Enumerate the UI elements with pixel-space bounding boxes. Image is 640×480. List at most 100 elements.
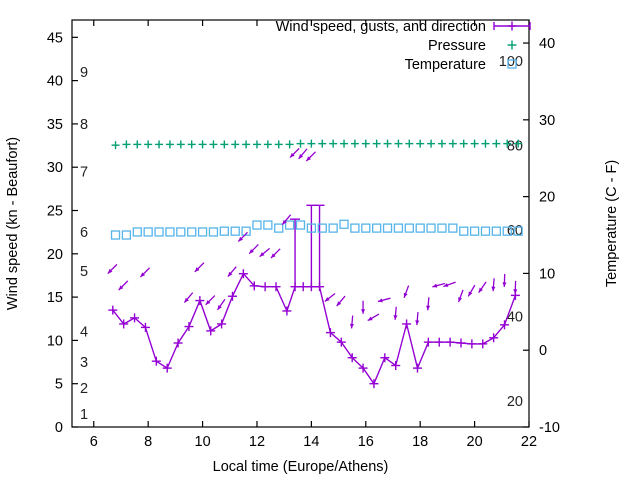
y2-tick-label: 40 <box>539 36 555 52</box>
x-tick-label: 22 <box>521 434 537 450</box>
temperature-marker <box>459 226 469 236</box>
wind-direction-arrow-head <box>432 283 438 288</box>
y-axis-title: Wind speed (kn - Beaufort) <box>5 137 21 310</box>
y-tick-label: 45 <box>47 30 63 46</box>
temperature-marker <box>426 223 436 233</box>
temperature-marker <box>393 223 404 233</box>
wind-direction-arrow-head <box>491 286 496 292</box>
temperature-marker <box>469 226 480 236</box>
temperature-marker <box>491 226 502 236</box>
temperature-marker <box>252 220 262 230</box>
temperature-marker <box>502 226 512 236</box>
wind-direction-arrow-head <box>361 309 366 314</box>
y2-tick-label: 30 <box>539 113 555 129</box>
temperature-marker <box>263 220 273 230</box>
y-tick-label: 20 <box>47 247 63 263</box>
wind-direction-arrow-head <box>140 272 146 278</box>
x-tick-label: 16 <box>358 434 374 450</box>
temperature-marker <box>513 226 523 236</box>
fahrenheit-label: 20 <box>507 394 523 410</box>
temperature-marker <box>480 226 491 236</box>
temperature-marker <box>361 223 371 233</box>
wind-direction-arrow-head <box>290 152 295 158</box>
wind-direction-arrow-head <box>107 268 113 274</box>
y2-tick-label: 0 <box>539 343 547 359</box>
wind-direction-arrow-head <box>194 267 200 272</box>
wind-speed-line <box>112 272 517 386</box>
y-tick-label: 30 <box>47 160 63 176</box>
temperature-marker <box>350 223 360 233</box>
fahrenheit-label: 60 <box>507 223 523 239</box>
legend-label-pressure: Pressure <box>428 38 486 54</box>
temperature-marker <box>295 220 306 230</box>
beaufort-label: 9 <box>80 65 88 81</box>
temperature-marker <box>415 223 425 233</box>
temperature-marker <box>176 227 186 237</box>
legend-label-temperature: Temperature <box>405 57 486 73</box>
temperature-marker <box>448 223 458 233</box>
x-tick-label: 14 <box>303 434 319 450</box>
y-tick-label: 35 <box>47 117 63 133</box>
y-tick-label: 0 <box>55 420 63 436</box>
x-tick-label: 20 <box>467 434 483 450</box>
wind-direction-arrow-head <box>282 219 287 225</box>
wind-direction-arrow-head <box>298 154 304 159</box>
y2-tick-label: -10 <box>539 420 560 436</box>
wind-direction-arrow-head <box>184 297 189 303</box>
y2-tick-label: 20 <box>539 190 555 206</box>
beaufort-label: 1 <box>80 407 88 423</box>
temperature-marker <box>241 226 251 236</box>
wind-direction-arrow-head <box>377 298 383 303</box>
wind-direction-arrow-head <box>502 282 507 287</box>
beaufort-label: 8 <box>80 117 88 133</box>
temperature-marker <box>208 227 219 237</box>
temperature-marker <box>110 230 121 240</box>
x-tick-label: 12 <box>249 434 265 450</box>
temperature-marker <box>230 226 240 236</box>
temperature-marker <box>187 227 197 237</box>
wind-direction-arrow-head <box>249 248 254 254</box>
wind-direction-arrow-head <box>336 301 342 307</box>
y2-axis-title: Temperature (C - F) <box>604 160 620 287</box>
temperature-marker <box>372 223 382 233</box>
temperature-marker <box>132 227 142 237</box>
temperature-marker <box>339 219 349 229</box>
temperature-marker <box>306 223 317 233</box>
beaufort-label: 3 <box>80 355 88 371</box>
temperature-marker <box>317 223 327 233</box>
temperature-marker <box>382 223 393 233</box>
temperature-marker <box>404 223 414 233</box>
fahrenheit-label: 100 <box>499 54 523 70</box>
plot-border <box>71 19 530 428</box>
wind-direction-arrow-head <box>238 236 243 242</box>
wind-direction-arrow-head <box>306 156 311 162</box>
beaufort-label: 2 <box>80 381 88 397</box>
wind-direction-arrow-head <box>393 315 398 320</box>
wind-direction-arrow-head <box>324 297 330 302</box>
beaufort-label: 7 <box>80 165 88 181</box>
wind-direction-arrow-head <box>367 316 373 321</box>
legend-label-wind: Wind speed, gusts, and direction <box>276 19 486 35</box>
wind-direction-arrow-head <box>118 285 124 291</box>
wind-direction-arrow-head <box>426 305 431 311</box>
legend-sample-temperature <box>507 59 517 69</box>
x-tick-label: 10 <box>195 434 211 450</box>
y-tick-label: 15 <box>47 290 63 306</box>
wind-direction-arrow-head <box>458 297 463 303</box>
y-tick-label: 25 <box>47 204 63 220</box>
wind-direction-arrow-head <box>468 291 473 297</box>
wind-direction-arrow-head <box>415 320 420 326</box>
wind-direction-arrow-head <box>443 283 449 287</box>
x-tick-label: 6 <box>90 434 98 450</box>
temperature-marker <box>143 227 153 237</box>
wind-direction-arrow-head <box>403 292 408 298</box>
wind-direction-arrow-head <box>478 287 483 293</box>
beaufort-label: 4 <box>80 325 88 341</box>
wind-direction-arrow-head <box>227 271 233 277</box>
fahrenheit-label: 80 <box>507 138 523 154</box>
y-tick-label: 5 <box>55 377 63 393</box>
y2-tick-label: 10 <box>539 266 555 282</box>
fahrenheit-label: 40 <box>507 310 523 326</box>
temperature-marker <box>328 223 338 233</box>
